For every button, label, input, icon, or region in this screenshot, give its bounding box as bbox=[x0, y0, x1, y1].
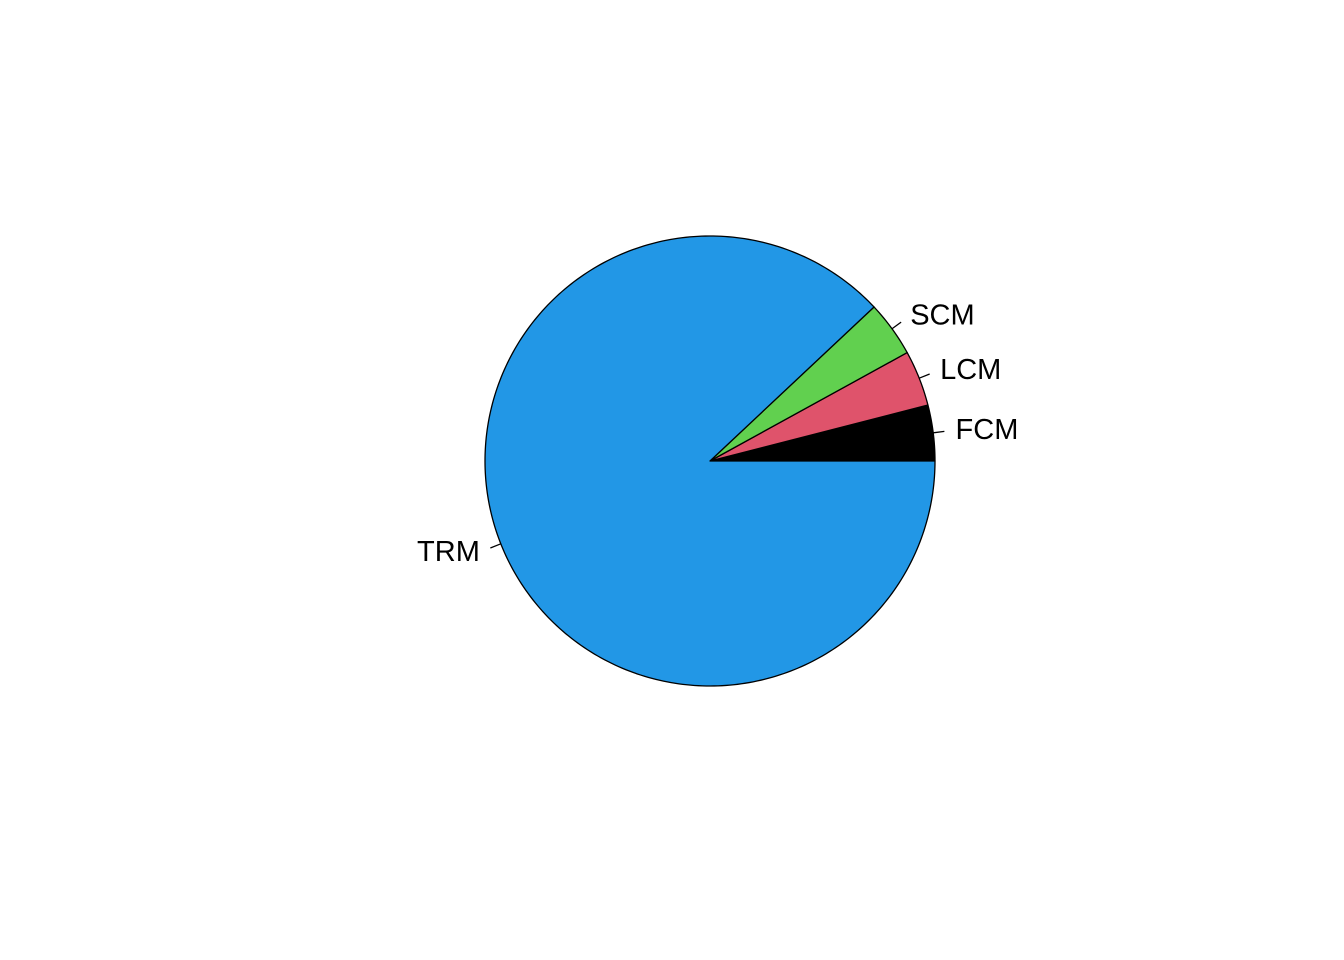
pie-slice-trm bbox=[484, 235, 936, 687]
pie-slice-lcm bbox=[709, 351, 929, 462]
slice-label-scm: SCM bbox=[910, 300, 974, 332]
leader-line-lcm bbox=[918, 373, 930, 379]
leader-line-fcm bbox=[933, 430, 945, 434]
slice-label-trm: TRM bbox=[417, 536, 480, 568]
pie-slice-scm bbox=[709, 306, 908, 462]
slice-label-lcm: LCM bbox=[940, 354, 1001, 386]
slice-label-fcm: FCM bbox=[956, 414, 1019, 446]
slices-layer bbox=[484, 235, 936, 687]
labels-layer: FCM LCM SCM TRM bbox=[417, 300, 1018, 569]
leader-line-trm bbox=[490, 543, 502, 549]
leader-line-scm bbox=[891, 321, 902, 330]
